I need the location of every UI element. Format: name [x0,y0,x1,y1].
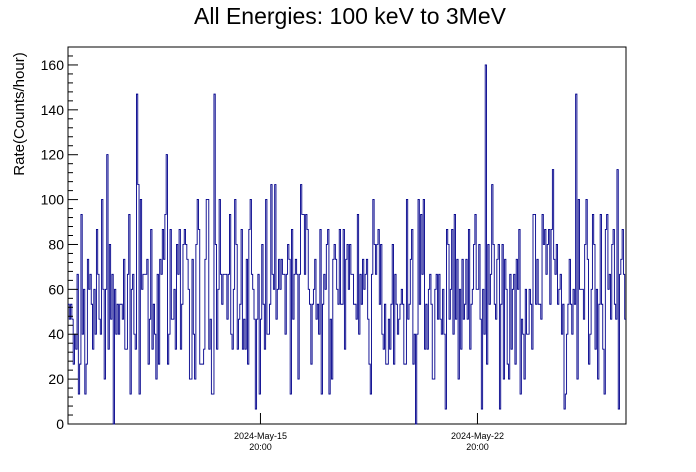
y-tick-label: 100 [41,192,65,208]
y-axis: 0 20 40 60 80 100 120 140 160 [41,55,78,432]
y-tick-label: 0 [56,416,64,432]
y-tick-label: 20 [48,371,64,387]
series-line [68,64,626,425]
x-tick-label: 20:00 [466,442,489,452]
y-axis-label: Rate(Counts/hour) [11,52,28,175]
series-layer [68,64,626,425]
y-tick-label: 140 [41,102,65,118]
x-tick-label: 20:00 [249,442,272,452]
x-tick-label: 2024-May-15 [234,431,287,441]
y-tick-label: 60 [48,281,64,297]
y-tick-label: 40 [48,326,64,342]
x-tick-label: 2024-May-22 [451,431,504,441]
y-tick-label: 120 [41,147,65,163]
y-tick-label: 160 [41,57,65,73]
chart-title: All Energies: 100 keV to 3MeV [194,3,507,29]
y-tick-label: 80 [48,236,64,252]
